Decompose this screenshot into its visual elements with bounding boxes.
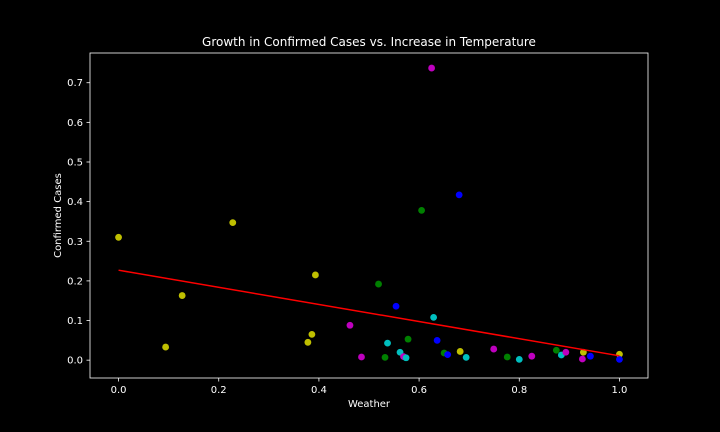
scatter-point	[528, 352, 536, 360]
y-axis-label: Confirmed Cases	[53, 173, 64, 258]
plot-frame	[89, 52, 649, 379]
scatter-point	[444, 351, 452, 359]
scatter-point	[456, 348, 464, 355]
x-tick-label: 0.0	[111, 385, 127, 396]
fit-line-group	[118, 269, 620, 357]
y-axis: 0.0 0.1 0.2 0.3 0.4 0.5 0.6 0.7	[67, 78, 90, 367]
y-tick-label: 0.3	[67, 237, 83, 248]
scatter-point	[490, 345, 498, 353]
x-tick-label: 0.6	[411, 385, 427, 396]
x-axis: 0.0 0.2 0.4 0.6 0.8 1.0	[111, 378, 627, 396]
y-tick-label: 0.1	[67, 316, 83, 327]
scatter-point	[562, 348, 570, 356]
scatter-point	[503, 353, 511, 361]
scatter-point	[358, 353, 365, 361]
scatter-point	[430, 313, 438, 321]
scatter-point	[375, 280, 382, 288]
scatter-point	[312, 271, 319, 279]
scatter-point	[162, 343, 170, 351]
y-tick-label: 0.5	[67, 157, 83, 168]
scatter-point	[428, 64, 436, 72]
scatter-point	[578, 355, 586, 363]
x-tick-label: 0.8	[511, 385, 527, 396]
scatter-point	[392, 302, 400, 310]
chart-title: Growth in Confirmed Cases vs. Increase i…	[202, 35, 536, 49]
scatter-point	[418, 206, 425, 214]
scatter-point	[515, 355, 523, 363]
scatter-point	[308, 331, 316, 338]
scatter-points	[115, 64, 623, 363]
x-tick-label: 0.4	[311, 385, 327, 396]
scatter-point	[462, 353, 470, 361]
scatter-point	[616, 355, 623, 363]
scatter-point	[586, 352, 594, 360]
x-tick-label: 1.0	[611, 385, 627, 396]
scatter-point	[346, 321, 354, 329]
y-tick-label: 0.6	[67, 118, 83, 129]
scatter-point	[115, 233, 122, 241]
scatter-point	[433, 336, 441, 344]
scatter-point	[178, 292, 186, 299]
y-tick-label: 0.2	[67, 276, 83, 287]
scatter-point	[304, 338, 312, 346]
fit-line	[118, 269, 620, 357]
x-axis-label: Weather	[348, 399, 391, 410]
scatter-point	[552, 346, 560, 354]
scatter-point	[404, 335, 412, 343]
x-tick-label: 0.2	[211, 385, 227, 396]
scatter-point	[381, 353, 389, 361]
y-tick-label: 0.7	[67, 78, 83, 89]
scatter-point	[455, 191, 463, 199]
scatter-point	[229, 219, 237, 227]
y-tick-label: 0.0	[67, 356, 83, 367]
scatter-point	[402, 354, 410, 362]
scatter-point	[384, 339, 391, 347]
y-tick-label: 0.4	[67, 197, 83, 208]
